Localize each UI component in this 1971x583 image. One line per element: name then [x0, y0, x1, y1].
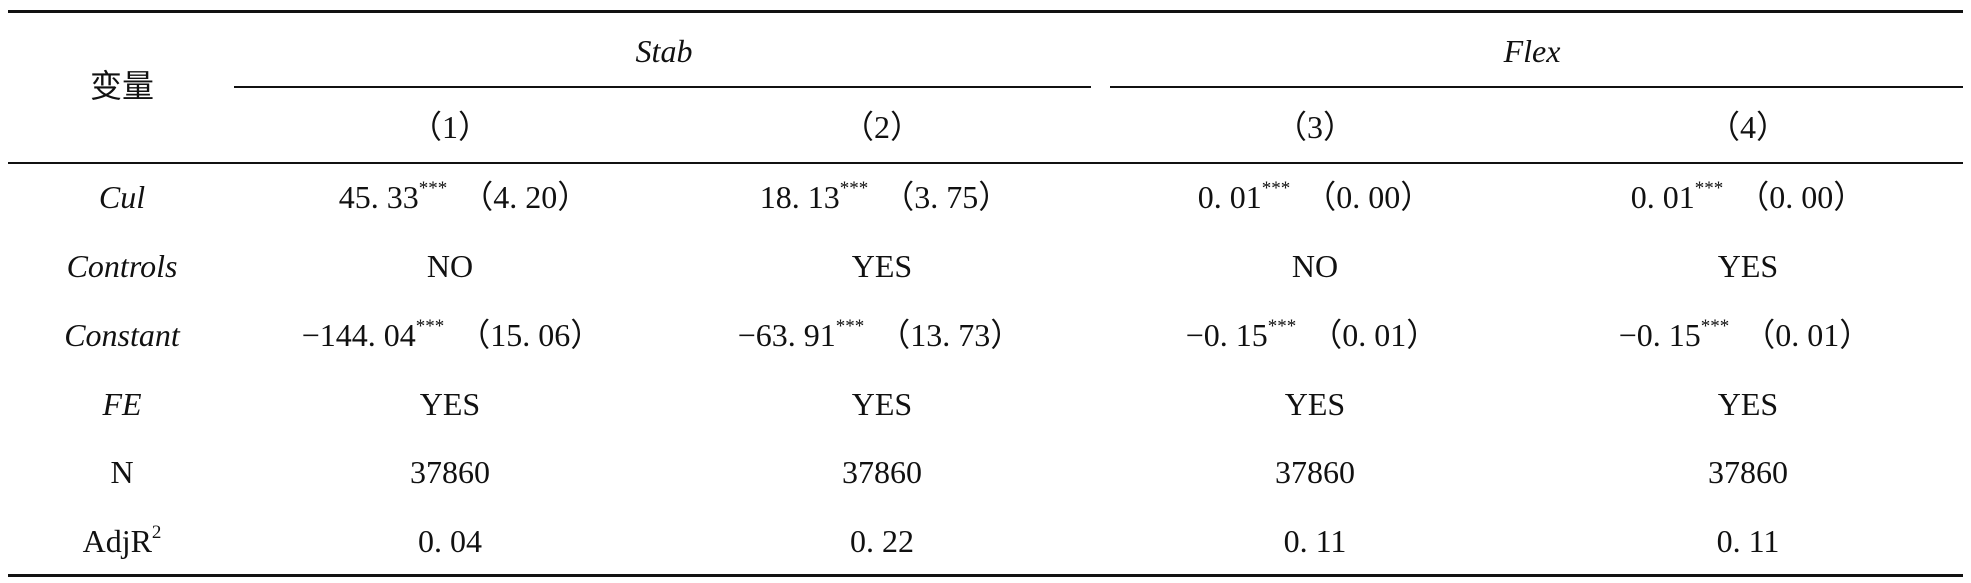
table-cell: 0. 04 — [418, 523, 482, 559]
table-cell: YES — [851, 386, 913, 422]
table-cell: −0. 15*** （0. 01） — [1618, 316, 1872, 353]
table-cell: 0. 11 — [1283, 523, 1347, 559]
row-label-adjr2: AdjR2 — [82, 522, 162, 559]
table-cell: 0. 11 — [1716, 523, 1780, 559]
variable-header: 变量 — [89, 68, 155, 104]
row-label-cul: Cul — [98, 179, 146, 215]
table-cell: 37860 — [842, 454, 922, 490]
row-label-constant: Constant — [64, 317, 180, 353]
flex-group-rule — [1110, 86, 1963, 88]
table-cell: 0. 22 — [850, 523, 914, 559]
row-label-n: N — [110, 454, 134, 490]
table-cell: YES — [851, 248, 913, 284]
table-cell: 37860 — [1275, 454, 1355, 490]
table-cell: NO — [1291, 248, 1339, 284]
top-rule — [8, 10, 1963, 13]
stab-group-rule — [234, 86, 1091, 88]
table-cell: YES — [1284, 386, 1346, 422]
table-cell: NO — [426, 248, 474, 284]
column-number-3: （3） — [1274, 109, 1356, 145]
table-cell: 45. 33*** （4. 20） — [338, 178, 590, 215]
table-cell: 0. 01*** （0. 00） — [1630, 178, 1866, 215]
group-header-stab: Stab — [635, 33, 693, 69]
table-cell: 37860 — [410, 454, 490, 490]
table-cell: YES — [1717, 386, 1779, 422]
table-cell: 37860 — [1708, 454, 1788, 490]
table-cell: YES — [419, 386, 481, 422]
header-rule — [8, 162, 1963, 164]
table-cell: 18. 13*** （3. 75） — [759, 178, 1011, 215]
column-number-4: （4） — [1707, 109, 1789, 145]
bottom-rule — [8, 574, 1963, 577]
table-cell: YES — [1717, 248, 1779, 284]
table-cell: 0. 01*** （0. 00） — [1197, 178, 1433, 215]
table-cell: −0. 15*** （0. 01） — [1185, 316, 1439, 353]
table-cell: −144. 04*** （15. 06） — [301, 316, 603, 353]
row-label-controls: Controls — [66, 248, 178, 284]
table-cell: −63. 91*** （13. 73） — [737, 316, 1023, 353]
column-number-1: （1） — [409, 109, 491, 145]
group-header-flex: Flex — [1503, 33, 1561, 69]
column-number-2: （2） — [841, 109, 923, 145]
row-label-fe: FE — [102, 386, 142, 422]
